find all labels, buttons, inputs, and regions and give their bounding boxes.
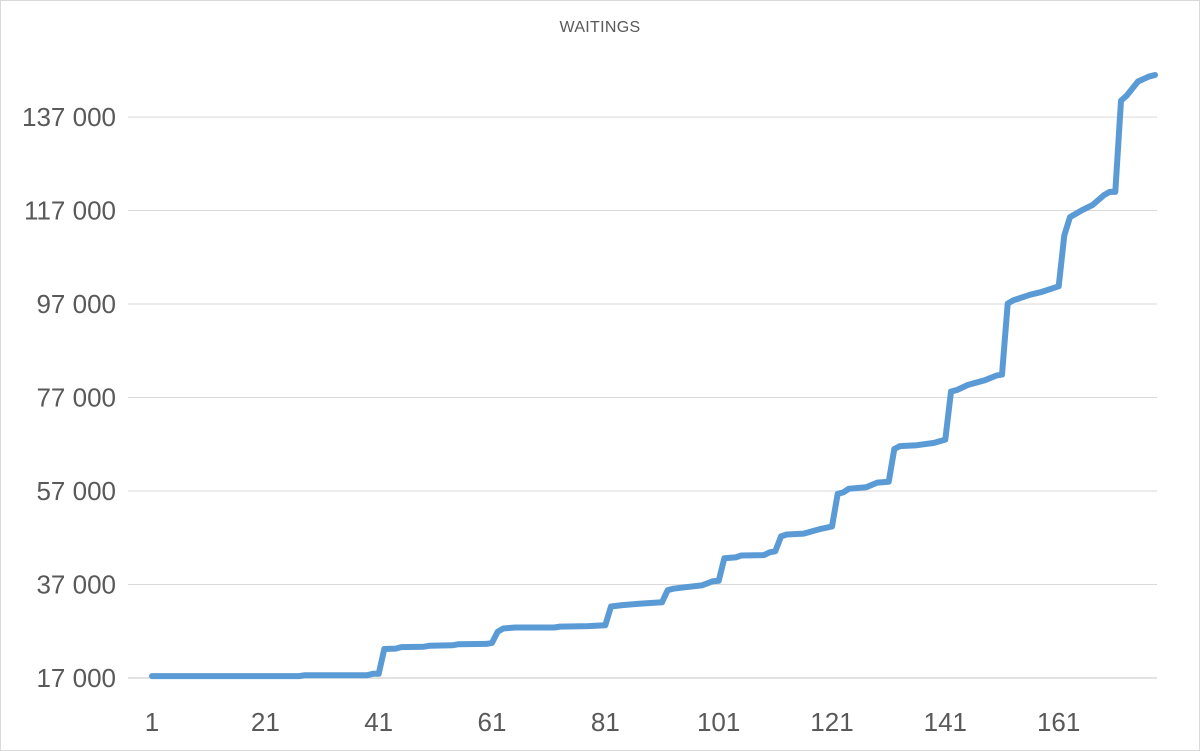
x-tick-label: 1 (145, 707, 159, 737)
x-tick-label: 41 (364, 707, 393, 737)
gridlines (128, 116, 1157, 679)
x-tick-label: 141 (924, 707, 967, 737)
x-tick-label: 161 (1037, 707, 1080, 737)
y-tick-label: 137 000 (22, 102, 116, 132)
x-axis-ticks: 1 21 41 61 81 101 121 141 161 (145, 707, 1081, 737)
y-tick-label: 17 000 (36, 663, 116, 693)
x-tick-label: 121 (810, 707, 853, 737)
x-tick-label: 61 (478, 707, 507, 737)
y-tick-label: 57 000 (36, 476, 116, 506)
series-line (149, 72, 1158, 680)
y-tick-label: 77 000 (36, 383, 116, 413)
y-tick-label: 97 000 (36, 289, 116, 319)
x-tick-label: 21 (251, 707, 280, 737)
y-axis-ticks: 17 000 37 000 57 000 77 000 97 000 117 000 137… (22, 102, 116, 693)
chart-title: WAITINGS (559, 19, 641, 36)
y-tick-label: 37 000 (36, 570, 116, 600)
x-tick-label: 81 (591, 707, 620, 737)
y-tick-label: 117 000 (24, 196, 116, 226)
series-lines (149, 72, 1158, 680)
x-tick-label: 101 (697, 707, 740, 737)
